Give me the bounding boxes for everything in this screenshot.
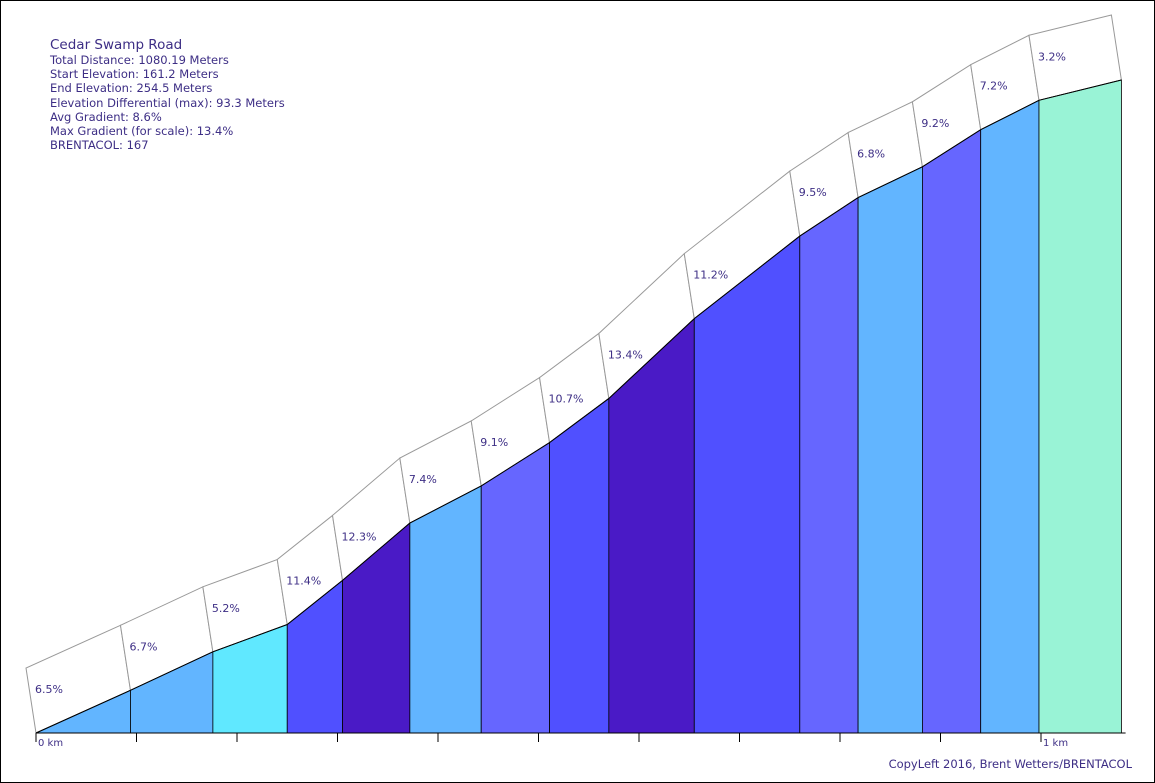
gradient-label: 7.2% xyxy=(980,80,1008,93)
avg-gradient: Avg Gradient: 8.6% xyxy=(50,109,162,124)
end-elevation: End Elevation: 254.5 Meters xyxy=(50,81,213,96)
gradient-label-bands xyxy=(25,14,1122,734)
gradient-label: 12.3% xyxy=(342,530,377,543)
gradient-label: 7.4% xyxy=(409,473,437,486)
gradient-label: 10.7% xyxy=(549,393,584,406)
gradient-label: 3.2% xyxy=(1038,50,1066,63)
elevation-segment xyxy=(409,485,482,734)
elevation-differential: Elevation Differential (max): 93.3 Meter… xyxy=(50,95,285,110)
copyright-text: CopyLeft 2016, Brent Wetters/BRENTACOL xyxy=(888,757,1132,771)
gradient-label: 6.7% xyxy=(129,640,157,653)
gradient-label: 6.5% xyxy=(35,683,63,696)
gradient-label: 6.8% xyxy=(857,148,885,161)
gradient-label: 9.5% xyxy=(799,186,827,199)
elevation-segment xyxy=(1038,79,1122,734)
gradient-label: 13.4% xyxy=(608,348,643,361)
max-gradient: Max Gradient (for scale): 13.4% xyxy=(50,124,234,139)
gradient-label: 9.2% xyxy=(921,117,949,130)
gradient-label: 11.4% xyxy=(286,575,321,588)
elevation-segment xyxy=(980,99,1040,734)
route-info-panel: Cedar Swamp Road Total Distance: 1080.19… xyxy=(50,37,285,152)
gradient-label: 5.2% xyxy=(212,602,240,615)
start-elevation: Start Elevation: 161.2 Meters xyxy=(50,67,219,82)
elevation-segment xyxy=(922,128,982,734)
gradient-label: 11.2% xyxy=(693,269,728,282)
x-axis-tick-label: 1 km xyxy=(1043,738,1068,749)
elevation-segment xyxy=(857,166,923,734)
gradient-segments xyxy=(35,79,1122,734)
x-axis-tick-label: 0 km xyxy=(38,738,63,749)
total-distance: Total Distance: 1080.19 Meters xyxy=(50,53,229,67)
elevation-segment xyxy=(549,397,610,734)
elevation-segment xyxy=(799,196,859,734)
elevation-segment xyxy=(693,235,801,734)
brentacol-score: BRENTACOL: 167 xyxy=(50,138,149,153)
route-title: Cedar Swamp Road xyxy=(50,37,183,53)
gradient-labels: 6.5% 6.7% 5.2% 11.4% 12.3% 7.4% 9.1% 10.7% 13.4%… xyxy=(35,50,1066,696)
elevation-profile-line xyxy=(35,79,1122,734)
gradient-label: 9.1% xyxy=(480,436,508,449)
elevation-segment xyxy=(480,441,550,734)
x-axis-ticks xyxy=(35,733,1042,742)
